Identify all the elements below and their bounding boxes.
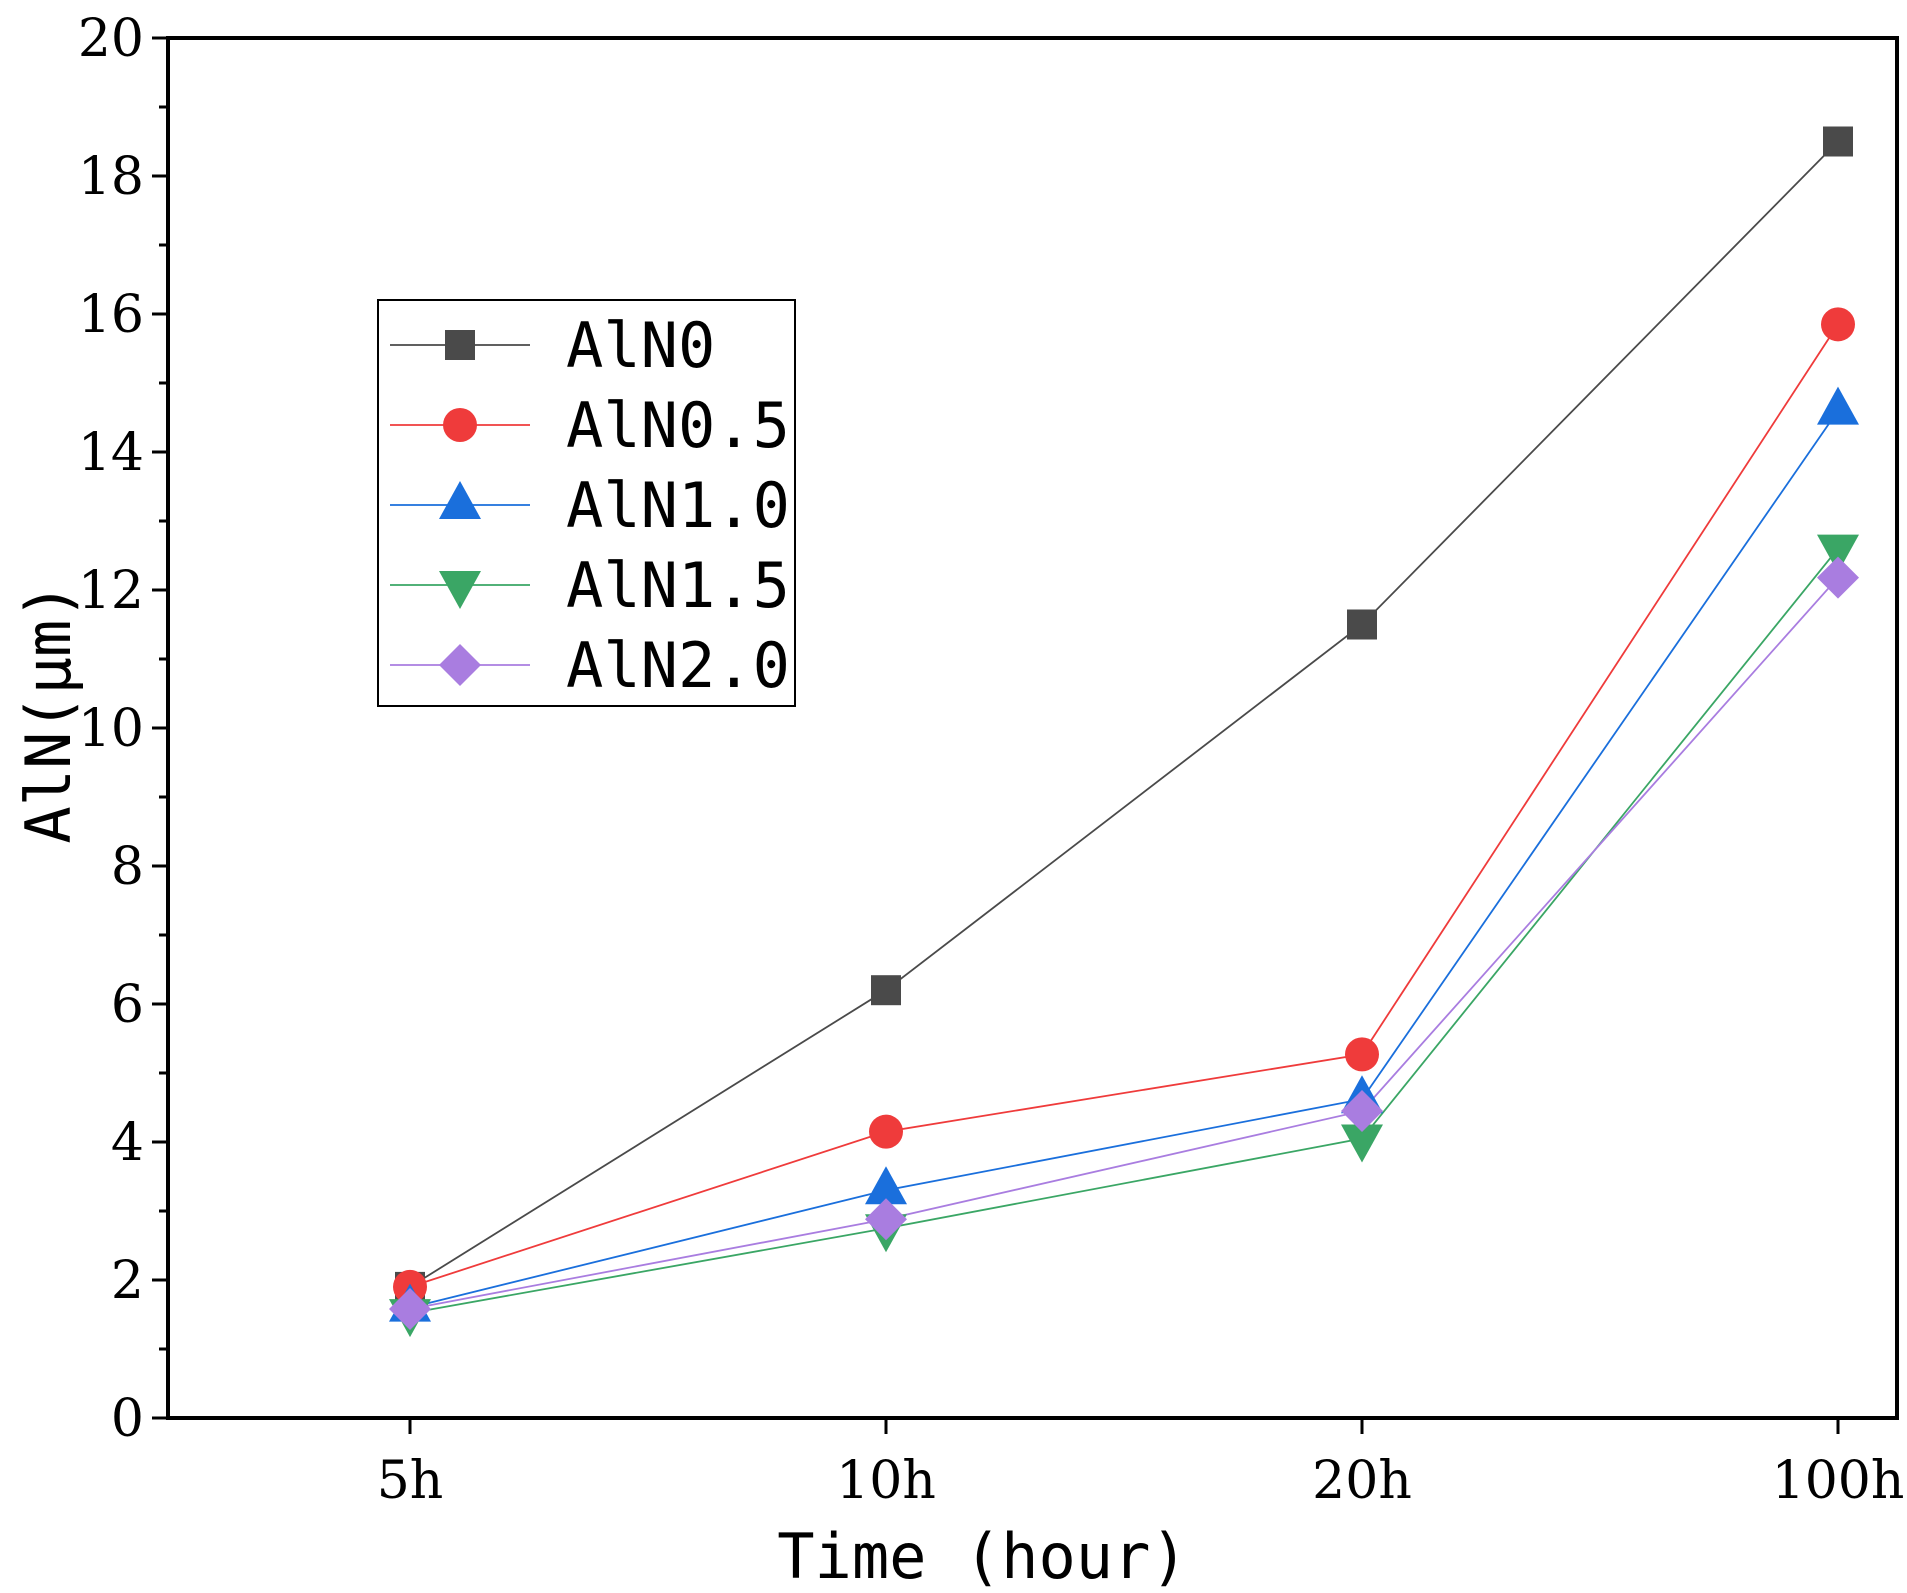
legend-marker-aln2-0 [439,644,481,686]
legend-marker-aln0-5 [443,408,477,442]
point-aln1-0-100h [1817,386,1859,425]
point-aln0-100h [1823,126,1853,157]
x-tick-label-5h: 5h [377,1451,444,1511]
point-aln1-5-100h [1817,534,1859,573]
legend-label-aln1-5: AlN1.5 [566,549,790,622]
point-aln2-0-10h [865,1198,907,1241]
x-tick-label-100h: 100h [1772,1451,1905,1511]
series-markers [389,126,1859,1338]
x-axis-title: Time (hour) [777,1520,1188,1593]
legend-marker-aln1-0 [439,481,481,519]
y-tick-label: 10 [78,699,144,759]
point-aln1-5-20h [1341,1124,1383,1163]
point-aln0-20h [1347,609,1377,640]
y-tick-label: 16 [78,285,144,345]
y-tick-label: 0 [111,1389,144,1449]
y-tick-label: 20 [78,9,144,69]
point-aln2-0-20h [1341,1089,1383,1132]
point-aln0-10h [871,975,901,1006]
y-tick-label: 6 [111,975,144,1035]
series-lines [409,140,1839,1315]
y-tick-label: 2 [111,1251,144,1311]
series-line-aln1-0 [409,410,1839,1309]
point-aln0-5-100h [1821,307,1855,342]
legend-label-aln2-0: AlN2.0 [566,629,790,702]
legend-label-aln1-0: AlN1.0 [566,469,790,542]
legend-box [377,299,796,707]
series-line-aln0 [409,140,1839,1288]
y-tick-label: 18 [78,147,144,207]
point-aln0-5-20h [1345,1037,1379,1072]
point-aln0-5-10h [869,1114,903,1149]
x-tick-label-20h: 20h [1312,1451,1412,1511]
y-tick-label: 12 [78,561,144,621]
y-tick-label: 14 [78,423,144,483]
series-line-aln0-5 [409,323,1839,1288]
point-aln1-0-10h [865,1166,907,1205]
x-tick-label-10h: 10h [836,1451,936,1511]
y-axis: 0 2 4 6 8 10 12 14 16 18 20 [78,9,168,1449]
legend-marker-aln1-5 [439,571,481,609]
point-aln2-0-5h [389,1287,431,1330]
y-tick-label: 8 [111,837,144,897]
plot-frame [166,36,1899,1420]
x-axis: 5h 10h 20h 100h [377,1418,1905,1511]
y-tick-label: 4 [111,1113,144,1173]
legend-label-aln0: AlN0 [566,309,715,382]
y-axis-title: AlN(μm) [12,582,85,843]
series-line-aln2-0 [409,576,1839,1310]
legend-label-aln0-5: AlN0.5 [566,389,790,462]
point-aln2-0-100h [1817,556,1859,599]
legend-marker-aln0 [445,330,475,360]
